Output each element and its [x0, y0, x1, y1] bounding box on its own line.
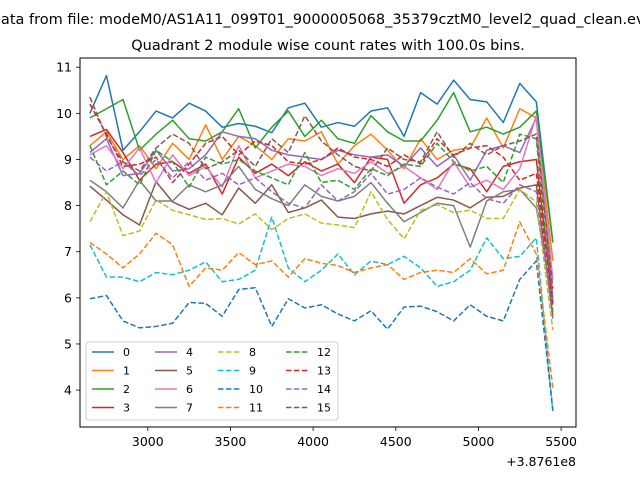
legend-frame [85, 341, 339, 421]
series-line-9 [89, 216, 554, 411]
series-line-15 [89, 96, 554, 289]
y-tick-label: 11 [56, 60, 72, 75]
series-line-2 [89, 91, 554, 243]
y-tick-label: 9 [64, 152, 72, 167]
y-tick-label: 7 [64, 244, 72, 259]
series-line-7 [89, 165, 554, 303]
plot-area-frame [79, 57, 577, 428]
series-line-11 [89, 220, 554, 388]
legend-label-3: 3 [123, 402, 130, 415]
series-line-12 [89, 133, 554, 312]
series-line-6 [89, 114, 554, 280]
legend-label-13: 13 [317, 365, 331, 378]
y-tick-label: 10 [56, 106, 72, 121]
x-tick-label: 4500 [380, 434, 412, 449]
y-tick-label: 8 [64, 198, 72, 213]
legend-label-2: 2 [123, 383, 130, 396]
legend-label-0: 0 [123, 346, 130, 359]
series-line-8 [89, 188, 554, 331]
series-group [89, 74, 554, 411]
series-line-1 [89, 107, 554, 262]
x-tick-label: 3000 [132, 434, 164, 449]
x-axis: 3000 3500 4000 4500 5000 5500 [132, 427, 577, 449]
legend-label-6: 6 [186, 383, 193, 396]
series-line-14 [89, 156, 554, 319]
legend-label-8: 8 [249, 346, 256, 359]
x-tick-label: 3500 [215, 434, 247, 449]
legend-label-11: 11 [249, 402, 263, 415]
series-line-0 [89, 74, 554, 243]
legend-label-7: 7 [186, 402, 193, 415]
legend-label-14: 14 [317, 383, 331, 396]
chart-title: Quadrant 2 module wise count rates with … [131, 38, 525, 54]
x-tick-label: 5000 [463, 434, 495, 449]
legend-label-5: 5 [186, 365, 193, 378]
x-tick-label: 5500 [545, 434, 577, 449]
series-line-10 [89, 260, 554, 411]
y-tick-label: 5 [64, 336, 72, 351]
series-line-3 [89, 128, 554, 303]
series-line-5 [89, 180, 554, 317]
y-tick-label: 4 [64, 383, 72, 398]
figure-suptitle: Data from file: modeM0/AS1A11_099T01_900… [0, 12, 640, 28]
x-tick-label: 4000 [297, 434, 329, 449]
x-axis-offset-label: +3.8761e8 [506, 454, 576, 469]
legend-label-12: 12 [317, 346, 331, 359]
legend-label-10: 10 [249, 383, 263, 396]
legend-label-15: 15 [317, 402, 331, 415]
legend-label-1: 1 [123, 365, 130, 378]
legend-label-9: 9 [249, 365, 256, 378]
legend-label-4: 4 [186, 346, 193, 359]
y-tick-label: 6 [64, 290, 72, 305]
y-axis: 4 5 6 7 8 9 10 11 [56, 60, 80, 398]
